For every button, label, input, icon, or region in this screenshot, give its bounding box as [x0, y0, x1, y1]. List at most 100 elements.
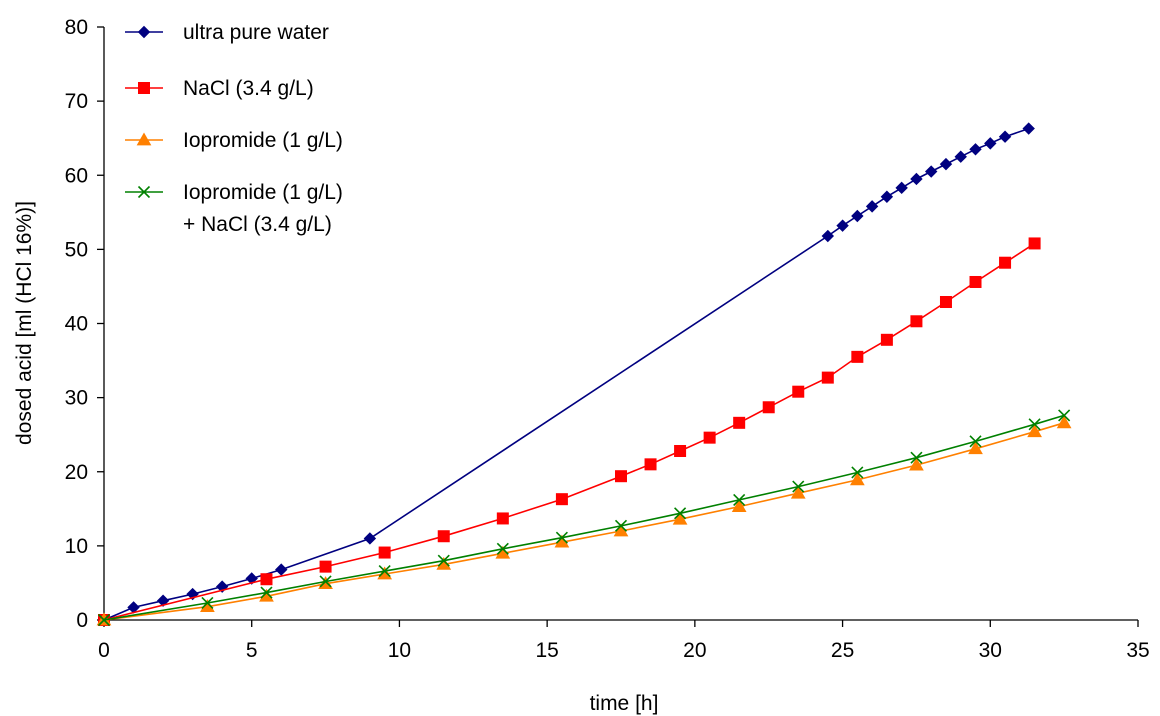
- x-marker-stroke: [910, 451, 923, 464]
- data-point: [792, 385, 805, 398]
- y-axis-ticks: 0 10 20 30 40 50 60 70 80: [65, 16, 104, 632]
- x-axis-ticks: 0 5 10 15 20 25 30 35: [98, 620, 1150, 662]
- data-point: [319, 575, 332, 588]
- data-point: [999, 256, 1012, 269]
- data-point: [378, 565, 391, 578]
- y-tick-label: 0: [76, 609, 88, 632]
- series-line: [103, 127, 1029, 621]
- legend-marker: [137, 185, 151, 199]
- data-point: [851, 209, 864, 223]
- x-marker-stroke: [1058, 409, 1071, 422]
- data-point: [319, 560, 332, 573]
- data-point: [895, 181, 908, 195]
- data-point: [880, 333, 893, 346]
- x-marker-stroke: [614, 519, 628, 532]
- data-point: [968, 441, 983, 455]
- x-marker-stroke: [201, 596, 214, 610]
- x-tick-label: 20: [683, 639, 706, 662]
- data-point: [939, 157, 953, 171]
- x-tick-label: 30: [979, 639, 1002, 662]
- data-point: [969, 435, 982, 448]
- legend: ultra pure water NaCl (3.4 g/L) Iopromide …: [125, 21, 343, 236]
- data-point: [924, 165, 938, 178]
- data-point: [363, 532, 377, 545]
- data-point: [762, 401, 775, 414]
- data-point: [939, 296, 952, 309]
- data-point: [1058, 409, 1071, 422]
- series-3: [96, 415, 1072, 626]
- data-point: [1028, 237, 1041, 250]
- series-layer: [96, 122, 1072, 627]
- data-point: [644, 458, 657, 471]
- data-point: [910, 315, 923, 328]
- x-tick-label: 5: [246, 639, 258, 662]
- data-point: [998, 130, 1012, 143]
- x-marker-stroke: [555, 531, 568, 544]
- data-point: [836, 219, 849, 232]
- legend-item-1: ultra pure water: [125, 21, 329, 44]
- y-tick-label: 80: [65, 16, 88, 39]
- data-point: [851, 350, 864, 363]
- legend-item-3: Iopromide (1 g/L): [125, 129, 343, 152]
- data-point: [880, 190, 894, 203]
- data-point: [260, 573, 273, 586]
- legend-marker: [137, 25, 151, 39]
- series-2: [98, 237, 1041, 626]
- y-tick-label: 70: [65, 90, 88, 113]
- y-tick-label: 10: [65, 535, 88, 558]
- data-point: [1027, 424, 1042, 438]
- legend-label: ultra pure water: [183, 21, 329, 44]
- data-point: [555, 531, 568, 544]
- data-point: [378, 546, 391, 559]
- data-point: [555, 493, 568, 506]
- x-marker-stroke: [969, 435, 982, 448]
- legend-marker: [138, 82, 150, 94]
- data-point: [260, 586, 273, 599]
- series-4: [97, 409, 1071, 627]
- x-marker-stroke: [97, 613, 111, 627]
- legend-item-4: Iopromide (1 g/L) + NaCl (3.4 g/L): [125, 181, 343, 236]
- data-point: [245, 572, 258, 585]
- series-line: [103, 422, 1065, 621]
- data-point: [792, 480, 805, 493]
- y-tick-label: 40: [65, 313, 88, 336]
- data-point: [615, 470, 627, 483]
- x-tick-label: 35: [1126, 639, 1149, 662]
- series-1: [97, 122, 1035, 627]
- x-marker-stroke: [437, 554, 450, 567]
- legend-label: Iopromide (1 g/L): [183, 129, 343, 152]
- data-point: [674, 444, 687, 457]
- data-point: [437, 554, 450, 567]
- series-line: [103, 242, 1036, 621]
- x-marker-stroke: [137, 185, 151, 199]
- data-point: [731, 499, 747, 512]
- x-marker-stroke: [378, 565, 391, 578]
- x-marker-stroke: [260, 586, 273, 599]
- y-tick-label: 20: [65, 461, 88, 484]
- data-point: [984, 137, 997, 150]
- data-point: [496, 542, 509, 555]
- x-axis-title: time [h]: [590, 692, 659, 715]
- x-tick-label: 10: [388, 639, 411, 662]
- legend-item-2: NaCl (3.4 g/L): [125, 77, 314, 100]
- data-point: [275, 563, 288, 576]
- data-point: [849, 472, 865, 486]
- y-axis-title: dosed acid [ml (HCl 16%)]: [13, 201, 36, 445]
- data-point: [865, 200, 879, 213]
- data-point: [703, 431, 716, 444]
- y-tick-label: 30: [65, 387, 88, 410]
- data-point: [1028, 418, 1041, 431]
- data-point: [97, 613, 111, 627]
- data-point: [733, 416, 746, 429]
- x-marker-stroke: [792, 480, 805, 493]
- data-point: [969, 143, 982, 156]
- data-point: [437, 530, 450, 543]
- legend-marker: [136, 132, 152, 146]
- data-point: [1056, 415, 1072, 429]
- data-point: [201, 596, 214, 610]
- legend-label: Iopromide (1 g/L): [183, 181, 343, 204]
- data-point: [672, 511, 688, 525]
- data-point: [496, 512, 509, 525]
